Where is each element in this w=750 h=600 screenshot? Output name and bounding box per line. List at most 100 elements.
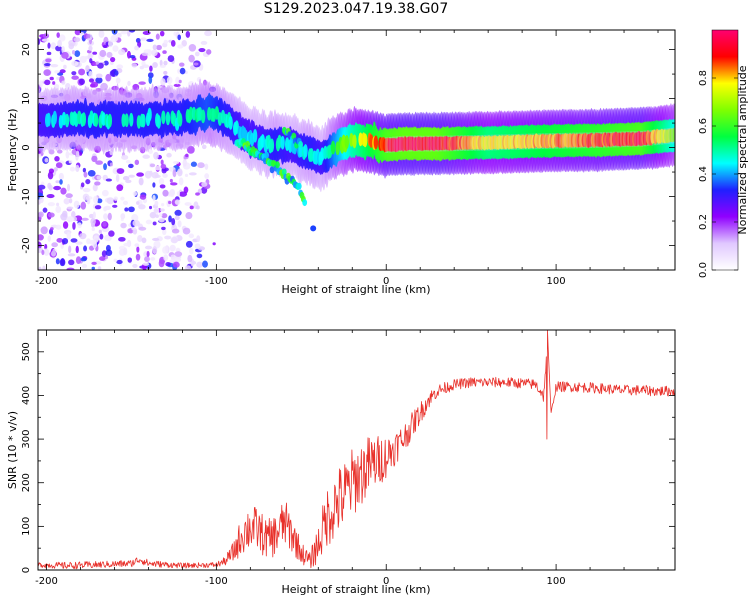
spectrogram-noise-cell bbox=[52, 81, 56, 85]
spectrogram-noise-cell bbox=[158, 178, 165, 185]
spectrogram-noise-cell bbox=[86, 34, 91, 39]
spectrogram-noise-cell bbox=[57, 72, 64, 76]
spectrogram-y-tick-label: -20 bbox=[21, 237, 32, 253]
snr-y-tick-label: 400 bbox=[21, 386, 32, 405]
spectrogram-ridge-cell bbox=[52, 110, 58, 125]
spectrogram-ridge-cell bbox=[330, 140, 336, 155]
spectrogram-noise-cell bbox=[56, 202, 60, 207]
spectrogram-noise-cell bbox=[81, 217, 89, 221]
spectrogram-noise-cell bbox=[98, 30, 105, 38]
spectrogram-noise-cell bbox=[41, 38, 50, 42]
colorbar-ticks: 0.0 0.2 0.4 0.6 0.8 bbox=[698, 70, 738, 278]
spectrogram-noise-cell bbox=[107, 212, 112, 221]
spectrogram-band-cell bbox=[392, 136, 396, 153]
spectrogram-noise-cell bbox=[144, 256, 150, 262]
spectrogram-noise-cell bbox=[121, 154, 129, 160]
spectrogram-noise-cell bbox=[95, 73, 103, 79]
spectrogram-noise-cell bbox=[82, 167, 86, 173]
spectrogram-band-cell bbox=[629, 131, 633, 147]
spectrogram-frame bbox=[37, 29, 676, 271]
spectrogram-noise-cell bbox=[195, 192, 200, 196]
snr-x-tick-label: -200 bbox=[35, 576, 58, 587]
spectrogram-band-cell bbox=[425, 135, 429, 152]
spectrogram-noise-cell bbox=[42, 207, 48, 213]
spectrogram-noise-cell bbox=[194, 243, 201, 250]
spectrogram-noise-cell bbox=[172, 261, 180, 268]
spectrogram-band-cell bbox=[572, 132, 576, 149]
spectrogram-noise-cell bbox=[183, 186, 189, 194]
spectrogram-noise-cell bbox=[196, 261, 203, 268]
spectrogram-noise-cell bbox=[118, 49, 126, 56]
spectrogram-band-cell bbox=[599, 132, 603, 148]
spectrogram-noise-cell bbox=[159, 184, 166, 189]
spectrogram-noise-cell bbox=[127, 80, 131, 86]
spectrogram-band-cell bbox=[636, 130, 640, 147]
spectrogram-noise-cell bbox=[79, 55, 87, 64]
spectrogram-noise-cell bbox=[110, 56, 116, 63]
spectrogram-noise-cell bbox=[142, 262, 150, 266]
spectrogram-noise-cell bbox=[135, 201, 140, 205]
spectrogram-noise-cell bbox=[116, 184, 124, 192]
spectrogram-ridge-cell bbox=[141, 113, 146, 128]
spectrogram-noise-cell bbox=[185, 30, 191, 38]
spectrogram-band-cell bbox=[555, 133, 559, 149]
spectrogram-band-cell bbox=[398, 136, 402, 152]
spectrogram-noise-cell bbox=[46, 51, 52, 56]
spectrogram-noise-cell bbox=[154, 165, 161, 171]
snr-panel: -200 -100 0 100 0 100 200 300 400 500 Height of s… bbox=[6, 329, 676, 596]
spectrogram-band-cell bbox=[561, 132, 565, 149]
spectrogram-noise-cell bbox=[74, 30, 81, 36]
spectrogram-noise-cell bbox=[152, 194, 156, 202]
spectrogram-band-cell bbox=[514, 134, 518, 150]
spectrogram-ridge-cell bbox=[373, 135, 379, 150]
snr-x-axis-label: Height of straight line (km) bbox=[281, 583, 430, 596]
spectrogram-noise-cell bbox=[143, 49, 151, 54]
spectrogram-noise-cell bbox=[47, 182, 52, 189]
colorbar-tick-label: 0.6 bbox=[698, 118, 709, 134]
spectrogram-noise-cell bbox=[83, 245, 88, 252]
spectrogram-noise-cell bbox=[61, 51, 69, 59]
spectrogram-band-cell bbox=[568, 132, 572, 149]
spectrogram-noise-cell bbox=[122, 200, 129, 206]
spectrogram-ridge-cell bbox=[200, 109, 206, 124]
spectrogram-noise-cell bbox=[90, 81, 99, 88]
spectrogram-noise-cell bbox=[68, 43, 75, 50]
spectrogram-noise-cell bbox=[39, 80, 43, 88]
spectrogram-noise-cell bbox=[59, 179, 63, 185]
spectrogram-noise-cell bbox=[75, 241, 83, 245]
spectrogram-noise-cell bbox=[196, 235, 201, 243]
spectrogram-noise-cell bbox=[47, 202, 56, 207]
spectrogram-noise-cell bbox=[92, 240, 98, 249]
spectrogram-noise-cell bbox=[152, 221, 157, 226]
spectrogram-ridge-cell bbox=[81, 112, 87, 126]
spectrogram-noise-cell bbox=[168, 215, 172, 223]
spectrogram-noise-cell bbox=[105, 244, 111, 252]
spectrogram-band-cell bbox=[507, 134, 511, 150]
spectrogram-ridge-cell bbox=[358, 132, 363, 147]
spectrogram-noise-cell bbox=[178, 79, 182, 84]
snr-y-axis-label: SNR (10 * v/v) bbox=[6, 411, 19, 489]
spectrogram-noise-cell bbox=[160, 78, 166, 86]
spectrogram-band-cell bbox=[531, 133, 535, 150]
spectrogram-noise-cell bbox=[45, 58, 52, 63]
spectrogram-noise-cell bbox=[50, 63, 59, 68]
spectrogram-noise-cell bbox=[142, 64, 150, 69]
spectrogram-noise-cell bbox=[88, 78, 95, 83]
spectrogram-noise-cell bbox=[112, 204, 118, 208]
spectrogram-noise-cell bbox=[112, 45, 119, 52]
spectrogram-noise-cell bbox=[102, 45, 108, 49]
spectrogram-noise-cell bbox=[177, 220, 182, 228]
spectrogram-noise-cell bbox=[138, 204, 146, 210]
spectrogram-noise-cell bbox=[78, 78, 85, 85]
spectrogram-noise-cell bbox=[169, 246, 175, 252]
spectrogram-noise-cell bbox=[68, 198, 73, 204]
spectrogram-noise-cell bbox=[136, 246, 140, 253]
spectrogram-noise-cell bbox=[148, 149, 153, 154]
spectrogram-noise-cell bbox=[38, 234, 44, 241]
spectrogram-noise-cell bbox=[181, 40, 188, 47]
spectrogram-noise-cell bbox=[158, 213, 163, 217]
spectrogram-noise-cell bbox=[38, 211, 44, 218]
spectrogram-noise-cell bbox=[125, 179, 132, 184]
spectrogram-noise-cell bbox=[68, 259, 75, 266]
spectrogram-band-cell bbox=[490, 134, 494, 151]
